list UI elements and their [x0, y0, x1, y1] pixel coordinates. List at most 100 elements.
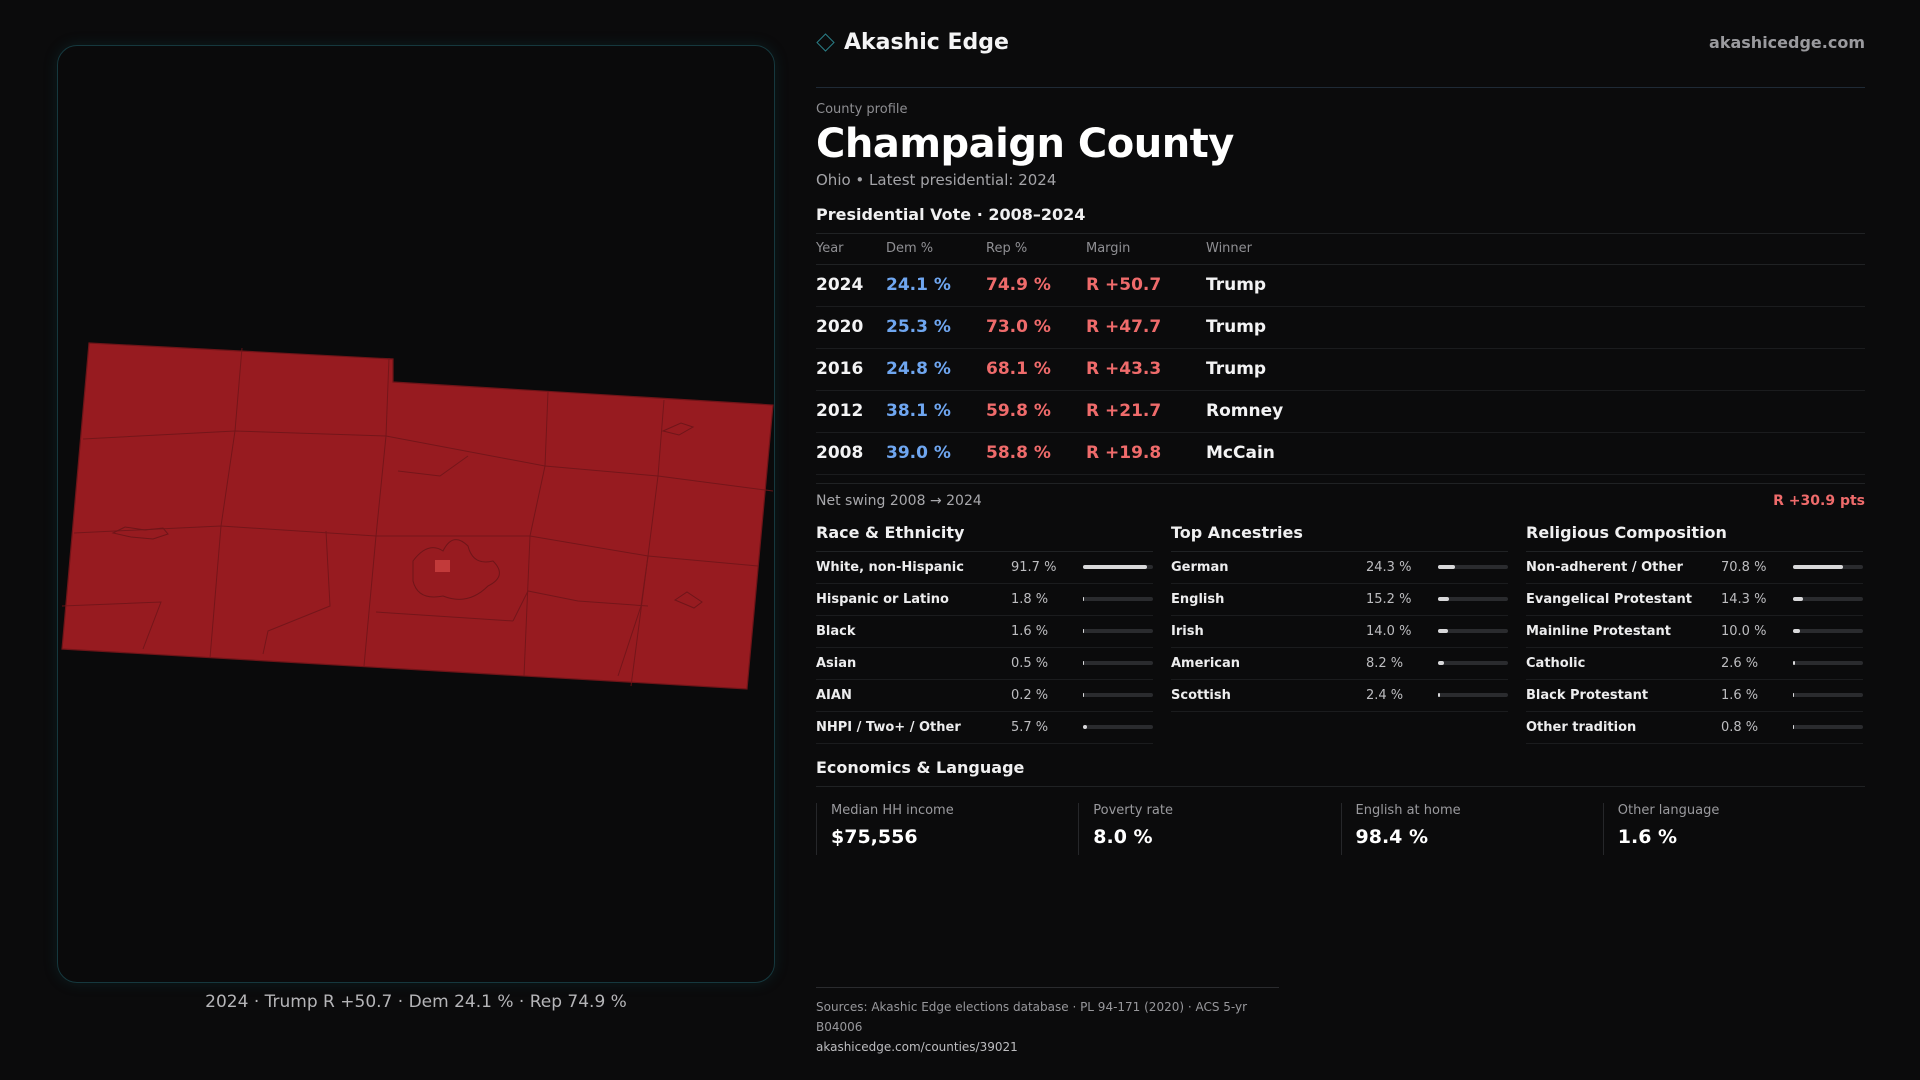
- stat-label: Median HH income: [831, 802, 954, 818]
- share-bar-fill: [1083, 565, 1148, 569]
- list-item: AIAN 0.2 %: [816, 680, 1153, 712]
- religion-section: Religious Composition Non-adherent / Oth…: [1526, 523, 1863, 744]
- cell-rep: 59.8 %: [986, 390, 1086, 433]
- sources-line: Sources: Akashic Edge elections database…: [816, 1000, 1248, 1034]
- cell-dem: 25.3 %: [886, 306, 986, 349]
- item-label: AIAN: [816, 687, 852, 703]
- info-panel: Akashic Edge akashicedge.com County prof…: [816, 30, 1865, 855]
- table-row: 2020 25.3 % 73.0 % R +47.7 Trump: [816, 306, 1865, 349]
- share-bar: [1793, 693, 1863, 697]
- cell-dem: 39.0 %: [886, 432, 986, 475]
- cell-winner: Trump: [1206, 264, 1865, 307]
- share-bar-fill: [1083, 725, 1087, 729]
- cell-winner: McCain: [1206, 432, 1865, 475]
- share-bar-fill: [1793, 661, 1795, 665]
- cell-margin: R +50.7: [1086, 264, 1206, 307]
- county-shape[interactable]: [61, 342, 774, 690]
- religion-heading: Religious Composition: [1526, 523, 1863, 552]
- source-url-link[interactable]: akashicedge.com/counties/39021: [816, 1040, 1018, 1054]
- stat-card: Poverty rate 8.0 %: [1078, 802, 1340, 855]
- item-value: 2.4 %: [1366, 687, 1404, 703]
- item-label: Black: [816, 623, 856, 639]
- share-bar: [1083, 597, 1153, 601]
- share-bar-fill: [1438, 693, 1440, 697]
- stat-label: English at home: [1355, 802, 1461, 818]
- col-header-margin: Margin: [1086, 234, 1206, 265]
- share-bar: [1438, 693, 1508, 697]
- share-bar-fill: [1083, 597, 1085, 601]
- cell-dem: 24.1 %: [886, 264, 986, 307]
- item-label: NHPI / Two+ / Other: [816, 719, 961, 735]
- share-bar: [1793, 597, 1863, 601]
- cell-dem: 38.1 %: [886, 390, 986, 433]
- item-value: 1.6 %: [1011, 623, 1049, 639]
- cell-year: 2012: [816, 390, 886, 433]
- list-item: Non-adherent / Other 70.8 %: [1526, 552, 1863, 584]
- item-value: 70.8 %: [1721, 559, 1767, 575]
- cell-rep: 58.8 %: [986, 432, 1086, 475]
- col-header-winner: Winner: [1206, 234, 1865, 265]
- item-value: 0.5 %: [1011, 655, 1049, 671]
- item-value: 24.3 %: [1366, 559, 1412, 575]
- township-borders: [61, 347, 774, 687]
- county-map-panel[interactable]: [57, 45, 775, 983]
- item-label: Evangelical Protestant: [1526, 591, 1692, 607]
- stat-value: 98.4 %: [1355, 825, 1429, 848]
- county-map[interactable]: [58, 46, 775, 983]
- share-bar-fill: [1438, 629, 1448, 633]
- brand[interactable]: Akashic Edge: [816, 30, 1009, 55]
- swing-label: Net swing 2008 → 2024: [816, 492, 982, 509]
- stat-value: 8.0 %: [1093, 825, 1153, 848]
- cell-year: 2016: [816, 348, 886, 391]
- brand-name: Akashic Edge: [844, 30, 1009, 55]
- stat-card: Other language 1.6 %: [1602, 802, 1865, 855]
- list-item: Irish 14.0 %: [1171, 616, 1508, 648]
- vote-table: Year Dem % Rep % Margin Winner 2024 24.1…: [816, 234, 1865, 475]
- item-label: White, non-Hispanic: [816, 559, 964, 575]
- share-bar-fill: [1438, 597, 1449, 601]
- share-bar: [1793, 565, 1863, 569]
- village-outlines: [111, 422, 703, 609]
- county-subtitle: Ohio • Latest presidential: 2024: [816, 171, 1057, 189]
- cell-winner: Trump: [1206, 306, 1865, 349]
- cell-year: 2020: [816, 306, 886, 349]
- stat-value: 1.6 %: [1617, 825, 1678, 848]
- urban-area: [412, 539, 500, 600]
- item-value: 15.2 %: [1366, 591, 1412, 607]
- col-header-year: Year: [816, 234, 886, 265]
- table-row: 2008 39.0 % 58.8 % R +19.8 McCain: [816, 432, 1865, 475]
- item-label: Catholic: [1526, 655, 1586, 671]
- cell-margin: R +47.7: [1086, 306, 1206, 349]
- list-item: Evangelical Protestant 14.3 %: [1526, 584, 1863, 616]
- item-value: 1.8 %: [1011, 591, 1049, 607]
- cell-winner: Romney: [1206, 390, 1865, 433]
- stat-card: Median HH income $75,556: [816, 802, 1078, 855]
- item-label: Non-adherent / Other: [1526, 559, 1683, 575]
- economics-cards: Median HH income $75,556 Poverty rate 8.…: [816, 802, 1865, 855]
- table-row: 2016 24.8 % 68.1 % R +43.3 Trump: [816, 348, 1865, 391]
- share-bar-fill: [1083, 629, 1085, 633]
- item-label: Black Protestant: [1526, 687, 1649, 703]
- item-value: 5.7 %: [1011, 719, 1049, 735]
- cell-margin: R +21.7: [1086, 390, 1206, 433]
- stat-label: Other language: [1617, 802, 1720, 818]
- share-bar: [1083, 565, 1153, 569]
- share-bar-fill: [1438, 565, 1455, 569]
- brand-url-link[interactable]: akashicedge.com: [1709, 33, 1865, 52]
- list-item: Other tradition 0.8 %: [1526, 712, 1863, 744]
- share-bar: [1438, 565, 1508, 569]
- list-item: Scottish 2.4 %: [1171, 680, 1508, 712]
- item-label: Asian: [816, 655, 857, 671]
- list-item: German 24.3 %: [1171, 552, 1508, 584]
- share-bar: [1083, 693, 1153, 697]
- share-bar-fill: [1793, 629, 1800, 633]
- ancestry-heading: Top Ancestries: [1171, 523, 1508, 552]
- profile-eyebrow: County profile: [816, 102, 908, 117]
- item-value: 2.6 %: [1721, 655, 1759, 671]
- list-item: NHPI / Two+ / Other 5.7 %: [816, 712, 1153, 744]
- item-value: 0.2 %: [1011, 687, 1049, 703]
- item-value: 0.8 %: [1721, 719, 1759, 735]
- demographics: Race & Ethnicity White, non-Hispanic 91.…: [816, 523, 1865, 744]
- share-bar: [1083, 629, 1153, 633]
- cell-margin: R +19.8: [1086, 432, 1206, 475]
